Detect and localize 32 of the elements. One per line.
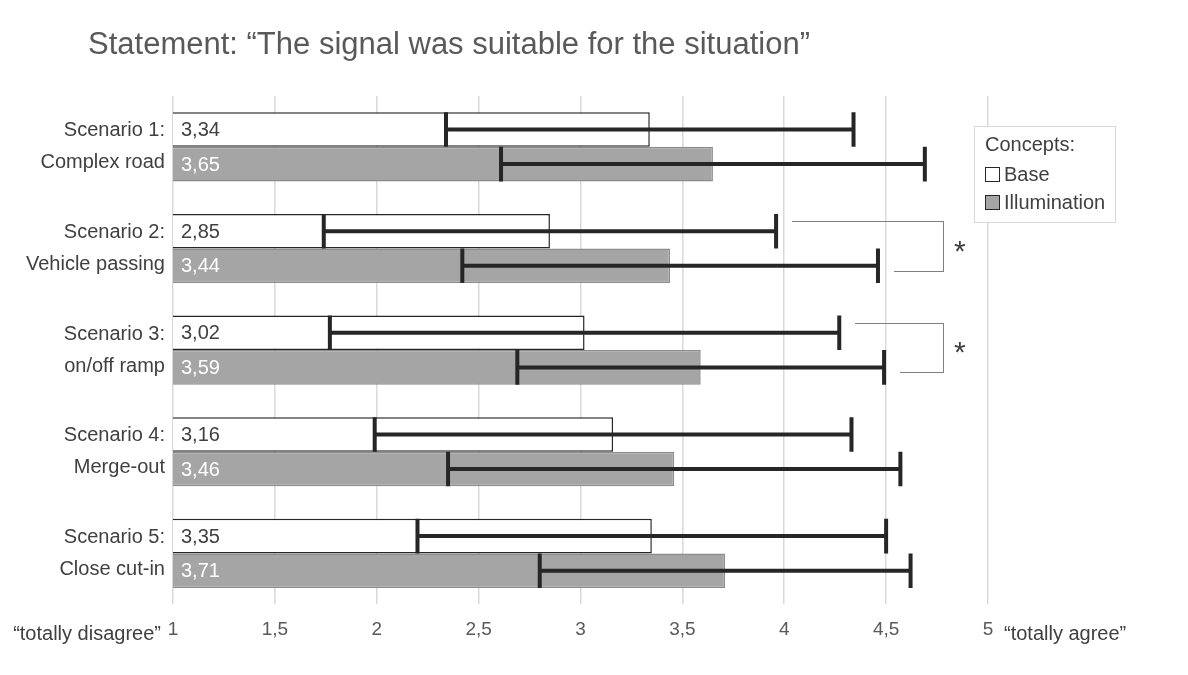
x-tick-label: 4,5 — [872, 617, 900, 639]
data-label: 3,44 — [180, 254, 220, 277]
data-label: 3,16 — [180, 422, 220, 445]
data-label: 3,34 — [180, 118, 220, 141]
y-tick-label: Scenario 4: Merge-out — [63, 423, 166, 478]
annotation: * — [954, 335, 966, 369]
data-label: 3,46 — [180, 457, 220, 480]
x-tick-label: 2 — [371, 617, 383, 639]
legend-title: Concepts: — [985, 133, 1077, 156]
data-label: 3,59 — [180, 355, 220, 378]
x-tick-label: 3 — [575, 617, 586, 639]
x-tick-label: 1,5 — [261, 617, 289, 639]
x-tick-label: 1 — [167, 617, 179, 639]
y-tick-label: Scenario 5: Close cut-in — [59, 524, 165, 579]
y-tick-label: Scenario 2: Vehicle passing — [26, 219, 165, 274]
chart-title: Statement: “The signal was suitable for the situation” — [88, 26, 810, 62]
text: “totally agree” — [1004, 621, 1127, 644]
y-tick-label: Scenario 1: Complex road — [40, 118, 165, 173]
data-label: 3,65 — [180, 152, 220, 175]
x-tick-label: 3,5 — [669, 617, 696, 639]
x-tick-label: 4 — [778, 617, 790, 639]
x-tick-label: 5 — [982, 617, 994, 639]
data-label: 3,35 — [180, 524, 220, 547]
annotation: * — [954, 233, 966, 267]
x-tick-label: 2,5 — [465, 617, 492, 639]
legend-label: Base — [1004, 162, 1050, 187]
legend-label: Illumination — [1004, 190, 1106, 215]
y-tick-label: Scenario 3: on/off ramp — [63, 321, 165, 376]
data-label: 3,71 — [180, 559, 220, 582]
text: “totally disagree” — [13, 621, 161, 644]
data-label: 3,02 — [180, 321, 220, 344]
data-label: 2,85 — [180, 219, 220, 242]
